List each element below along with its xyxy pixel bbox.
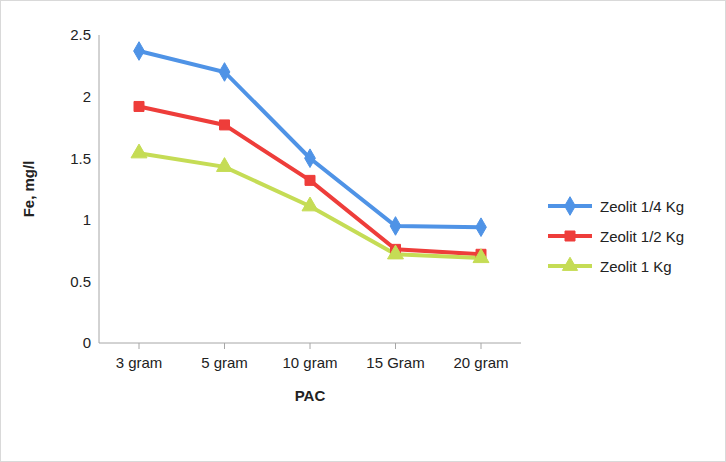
svg-text:10 gram: 10 gram <box>282 354 337 371</box>
svg-text:PAC: PAC <box>295 387 326 404</box>
svg-text:1: 1 <box>83 211 91 228</box>
svg-text:1.5: 1.5 <box>70 150 91 167</box>
html-text:Zeolit 1/4 Kg: Zeolit 1/4 Kg <box>600 197 685 215</box>
svg-text:15 Gram: 15 Gram <box>366 354 424 371</box>
svg-text:5 gram: 5 gram <box>201 354 248 371</box>
svg-text:2.5: 2.5 <box>70 26 91 43</box>
html-text:Zeolit 1 Kg: Zeolit 1 Kg <box>600 257 672 275</box>
svg-text:0.5: 0.5 <box>70 273 91 290</box>
svg-text:0: 0 <box>83 334 91 351</box>
svg-text:Fe, mg/l: Fe, mg/l <box>20 161 37 218</box>
svg-text:2: 2 <box>83 88 91 105</box>
svg-text:20 gram: 20 gram <box>453 354 508 371</box>
html-text:Zeolit 1/2 Kg: Zeolit 1/2 Kg <box>600 227 685 245</box>
svg-text:3 gram: 3 gram <box>116 354 163 371</box>
